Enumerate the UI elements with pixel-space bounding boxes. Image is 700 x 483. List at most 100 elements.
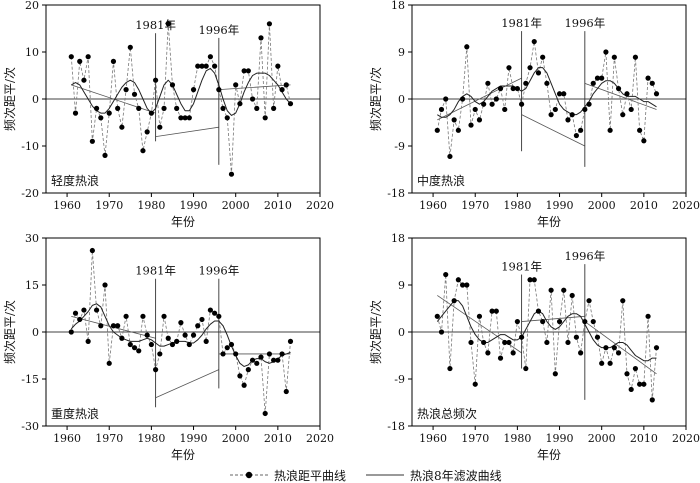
y-tick-label: -9 [394, 140, 405, 153]
anomaly-point [599, 360, 605, 366]
y-tick-label: 9 [398, 279, 405, 292]
anomaly-point [119, 335, 125, 341]
anomaly-point [283, 388, 289, 395]
anomaly-point [552, 106, 558, 113]
anomaly-point [594, 75, 601, 81]
anomaly-point [254, 105, 260, 111]
anomaly-point [174, 105, 180, 111]
anomaly-point [207, 54, 213, 60]
anomaly-point [106, 110, 112, 116]
anomaly-point [249, 357, 256, 363]
panel-label: 中度热浪 [417, 173, 465, 188]
x-tick-label: 2010 [264, 432, 292, 445]
anomaly-point [485, 80, 491, 86]
anomaly-point [241, 382, 247, 388]
anomaly-point [649, 80, 655, 86]
anomaly-point [182, 115, 188, 121]
anomaly-point [590, 318, 596, 325]
anomaly-point [271, 105, 277, 111]
x-tick-label: 1990 [180, 199, 208, 212]
y-axis-label: 频次距平/次 [3, 300, 17, 364]
trend-line-2 [155, 369, 219, 399]
anomaly-point [506, 339, 512, 346]
x-tick-label: 1960 [53, 432, 81, 445]
anomaly-point [438, 329, 445, 335]
anomaly-point [153, 367, 159, 373]
anomaly-point [535, 308, 542, 314]
anomaly-point [220, 351, 226, 357]
anomaly-point [476, 313, 483, 319]
anomaly-point [544, 339, 550, 346]
y-tick-label: 0 [398, 93, 405, 106]
anomaly-point [110, 323, 117, 329]
anomaly-point [153, 77, 159, 83]
y-tick-label: 10 [25, 46, 39, 59]
anomaly-point [110, 58, 117, 64]
anomaly-point [85, 338, 91, 344]
x-tick-label: 2020 [306, 199, 334, 212]
x-axis-label: 年份 [537, 448, 561, 462]
anomaly-point [464, 44, 470, 50]
anomaly-point [603, 345, 609, 351]
y-tick-label: 0 [32, 93, 39, 106]
x-tick-label: 2020 [672, 199, 700, 212]
anomaly-point [216, 87, 222, 93]
anomaly-point [607, 127, 613, 133]
anomaly-point [106, 360, 112, 366]
anomaly-point [81, 77, 87, 83]
anomaly-point [502, 106, 508, 113]
anomaly-point [249, 96, 256, 102]
y-tick-label: 18 [391, 232, 405, 245]
anomaly-point [140, 313, 146, 319]
anomaly-point [464, 282, 470, 288]
anomaly-point [472, 106, 478, 113]
trend-line-1 [71, 84, 156, 114]
anomaly-point [578, 350, 584, 356]
anomaly-point [641, 381, 647, 387]
anomaly-point [186, 115, 192, 121]
anomaly-point [72, 110, 79, 116]
x-tick-label: 2010 [264, 199, 292, 212]
x-tick-label: 2020 [672, 432, 700, 445]
anomaly-point [510, 350, 516, 356]
y-tick-label: -15 [21, 373, 39, 386]
anomaly-point [216, 313, 222, 319]
anomaly-point [468, 122, 474, 128]
panel-label: 轻度热浪 [51, 173, 99, 188]
anomaly-point [77, 316, 83, 323]
change-point-label-1981: 1981年 [501, 16, 542, 30]
y-tick-label: -18 [387, 187, 405, 200]
anomaly-point [620, 112, 626, 118]
change-point-label-1981: 1981年 [135, 18, 176, 32]
panel-2: 1960 1970 1980 1990 2000 2010 2020 -18 -9 0 9 18 年份 频… [369, 0, 700, 229]
anomaly-series-line [436, 274, 657, 400]
anomaly-point [615, 85, 622, 92]
change-point-label-1981: 1981年 [501, 260, 542, 274]
anomaly-point [481, 339, 487, 346]
anomaly-point [102, 152, 108, 158]
anomaly-point [552, 371, 558, 377]
y-axis-label: 频次距平/次 [3, 67, 17, 131]
anomaly-point [157, 351, 163, 357]
anomaly-point [493, 308, 499, 314]
anomaly-point [224, 345, 230, 351]
anomaly-point [190, 332, 197, 338]
y-tick-label: 20 [25, 0, 39, 12]
anomaly-point [287, 101, 294, 107]
filter-series-line [70, 303, 291, 367]
anomaly-point [262, 410, 268, 417]
x-tick-label: 2000 [222, 199, 250, 212]
anomaly-point [161, 313, 167, 319]
anomaly-point [531, 38, 537, 45]
anomaly-point [182, 332, 188, 338]
anomaly-point [115, 323, 121, 329]
anomaly-point [493, 96, 499, 102]
trend-line-2 [155, 126, 219, 137]
anomaly-point [594, 334, 601, 340]
anomaly-point [169, 341, 176, 348]
anomaly-point [220, 105, 226, 111]
panel-4: 1960 1970 1980 1990 2000 2010 2020 -18 -9 0 9 18 年份 频… [369, 232, 700, 462]
anomaly-point [245, 68, 251, 74]
anomaly-point [195, 63, 201, 69]
x-tick-label: 2000 [222, 432, 250, 445]
